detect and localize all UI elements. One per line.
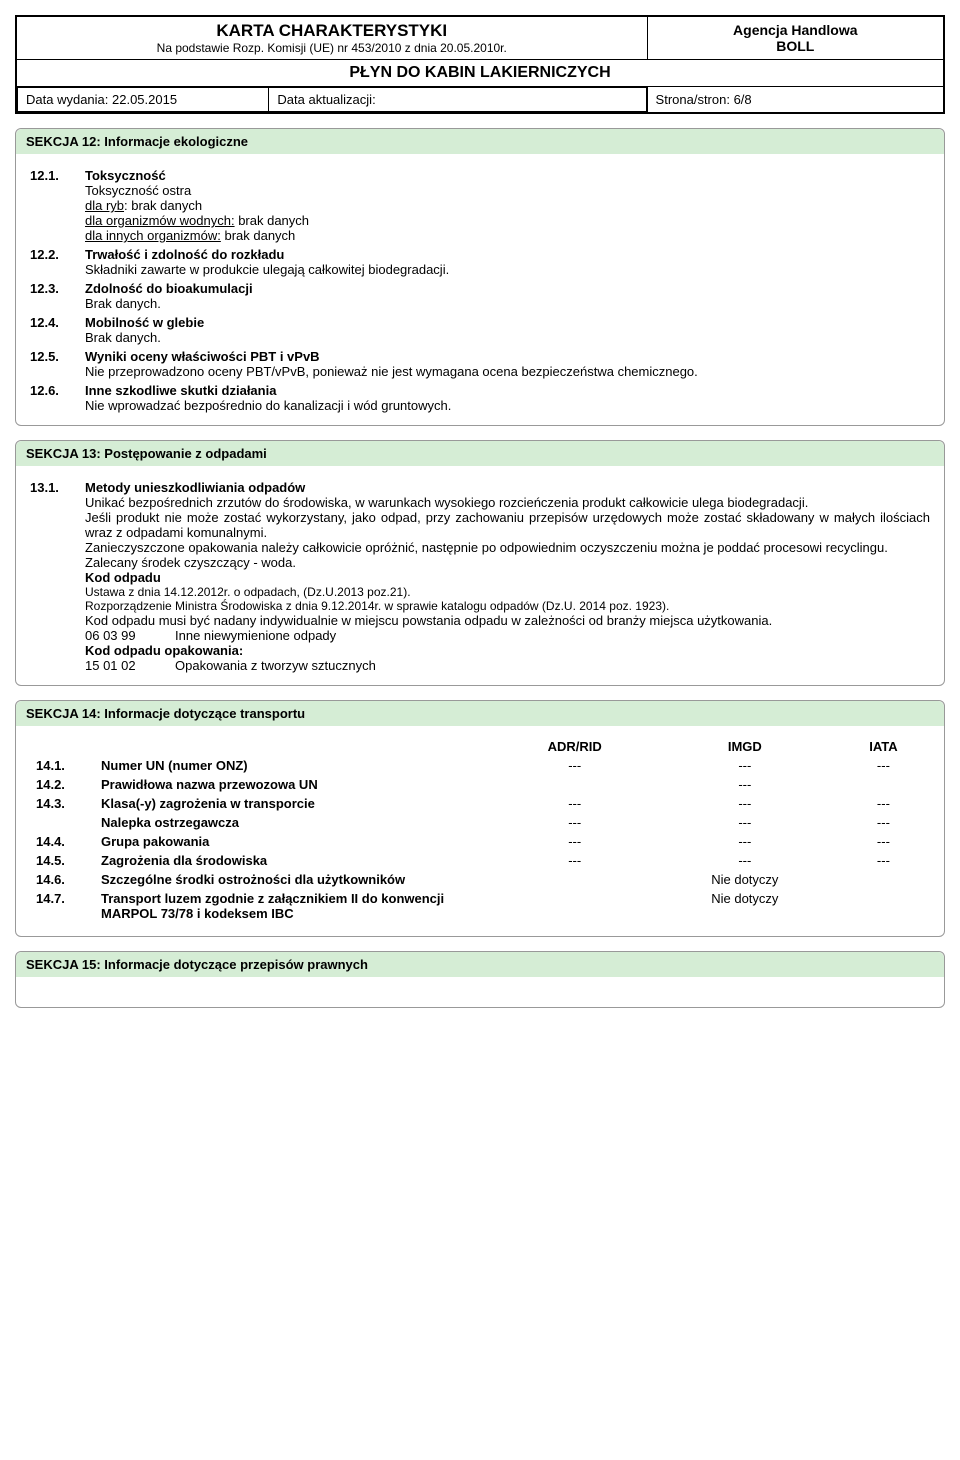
waste-code-desc: Opakowania z tworzyw sztucznych — [175, 658, 376, 673]
item-title: Trwałość i zdolność do rozkładu — [85, 247, 930, 262]
section-15-header: SEKCJA 15: Informacje dotyczące przepisó… — [16, 952, 944, 977]
item-text: Brak danych. — [85, 330, 930, 345]
item-text: Toksyczność ostra — [85, 183, 930, 198]
agency-name-1: Agencja Handlowa — [656, 22, 935, 38]
item-title: Toksyczność — [85, 168, 930, 183]
item-text: dla ryb: brak danych — [85, 198, 930, 213]
waste-code-label: Kod odpadu — [85, 570, 930, 585]
table-row: 14.2. Prawidłowa nazwa przewozowa UN --- — [32, 776, 928, 793]
transport-table: ADR/RID IMGD IATA 14.1. Numer UN (numer … — [30, 736, 930, 924]
item-num: 13.1. — [30, 480, 85, 673]
table-row: 14.1. Numer UN (numer ONZ) --- --- --- — [32, 757, 928, 774]
update-date: Data aktualizacji: — [269, 88, 646, 112]
col-iata: IATA — [839, 738, 928, 755]
agency-name-2: BOLL — [656, 38, 935, 54]
table-row: 14.4. Grupa pakowania --- --- --- — [32, 833, 928, 850]
item-text: Brak danych. — [85, 296, 930, 311]
item-text: Składniki zawarte w produkcie ulegają ca… — [85, 262, 930, 277]
item-text: Jeśli produkt nie może zostać wykorzysta… — [85, 510, 930, 540]
section-14-header: SEKCJA 14: Informacje dotyczące transpor… — [16, 701, 944, 726]
item-text: Unikać bezpośrednich zrzutów do środowis… — [85, 495, 930, 510]
item-num: 12.6. — [30, 383, 85, 413]
item-num: 12.5. — [30, 349, 85, 379]
table-row: 14.6. Szczególne środki ostrożności dla … — [32, 871, 928, 888]
waste-code: 06 03 99 — [85, 628, 175, 643]
doc-subtitle: Na podstawie Rozp. Komisji (UE) nr 453/2… — [25, 41, 639, 55]
law-text: Ustawa z dnia 14.12.2012r. o odpadach, (… — [85, 585, 930, 599]
item-text: Kod odpadu musi być nadany indywidualnie… — [85, 613, 930, 628]
item-text: Zanieczyszczone opakowania należy całkow… — [85, 540, 930, 555]
item-num: 12.1. — [30, 168, 85, 243]
doc-title: KARTA CHARAKTERYSTYKI — [25, 21, 639, 41]
section-13-header: SEKCJA 13: Postępowanie z odpadami — [16, 441, 944, 466]
table-row: 14.7. Transport luzem zgodnie z załączni… — [32, 890, 928, 922]
table-row: 14.5. Zagrożenia dla środowiska --- --- … — [32, 852, 928, 869]
item-num: 12.2. — [30, 247, 85, 277]
waste-code: 15 01 02 — [85, 658, 175, 673]
document-header: KARTA CHARAKTERYSTYKI Na podstawie Rozp.… — [15, 15, 945, 114]
item-text: Zalecany środek czyszczący - woda. — [85, 555, 930, 570]
page: KARTA CHARAKTERYSTYKI Na podstawie Rozp.… — [15, 15, 945, 1008]
waste-code-row: 15 01 02 Opakowania z tworzyw sztucznych — [85, 658, 930, 673]
item-title: Metody unieszkodliwiania odpadów — [85, 480, 930, 495]
item-num: 12.4. — [30, 315, 85, 345]
item-title: Inne szkodliwe skutki działania — [85, 383, 930, 398]
waste-pkg-code-label: Kod odpadu opakowania: — [85, 643, 930, 658]
waste-code-row: 06 03 99 Inne niewymienione odpady — [85, 628, 930, 643]
item-num: 12.3. — [30, 281, 85, 311]
item-text: Nie przeprowadzono oceny PBT/vPvB, ponie… — [85, 364, 930, 379]
waste-code-desc: Inne niewymienione odpady — [175, 628, 336, 643]
table-row: 14.3. Klasa(-y) zagrożenia w transporcie… — [32, 795, 928, 812]
col-imgd: IMGD — [653, 738, 837, 755]
section-13: SEKCJA 13: Postępowanie z odpadami 13.1.… — [15, 440, 945, 686]
issue-date: Data wydania: 22.05.2015 — [18, 88, 269, 112]
item-text: dla organizmów wodnych: brak danych — [85, 213, 930, 228]
section-14: SEKCJA 14: Informacje dotyczące transpor… — [15, 700, 945, 937]
page-number: Strona/stron: 6/8 — [647, 87, 944, 114]
section-15: SEKCJA 15: Informacje dotyczące przepisó… — [15, 951, 945, 1008]
law-text: Rozporządzenie Ministra Środowiska z dni… — [85, 599, 930, 613]
table-row: Nalepka ostrzegawcza --- --- --- — [32, 814, 928, 831]
item-text: dla innych organizmów: brak danych — [85, 228, 930, 243]
section-12-header: SEKCJA 12: Informacje ekologiczne — [16, 129, 944, 154]
item-title: Zdolność do bioakumulacji — [85, 281, 930, 296]
item-text: Nie wprowadzać bezpośrednio do kanalizac… — [85, 398, 930, 413]
col-adr: ADR/RID — [499, 738, 651, 755]
section-12: SEKCJA 12: Informacje ekologiczne 12.1. … — [15, 128, 945, 426]
product-name: PŁYN DO KABIN LAKIERNICZYCH — [16, 60, 944, 87]
item-title: Mobilność w glebie — [85, 315, 930, 330]
item-title: Wyniki oceny właściwości PBT i vPvB — [85, 349, 930, 364]
